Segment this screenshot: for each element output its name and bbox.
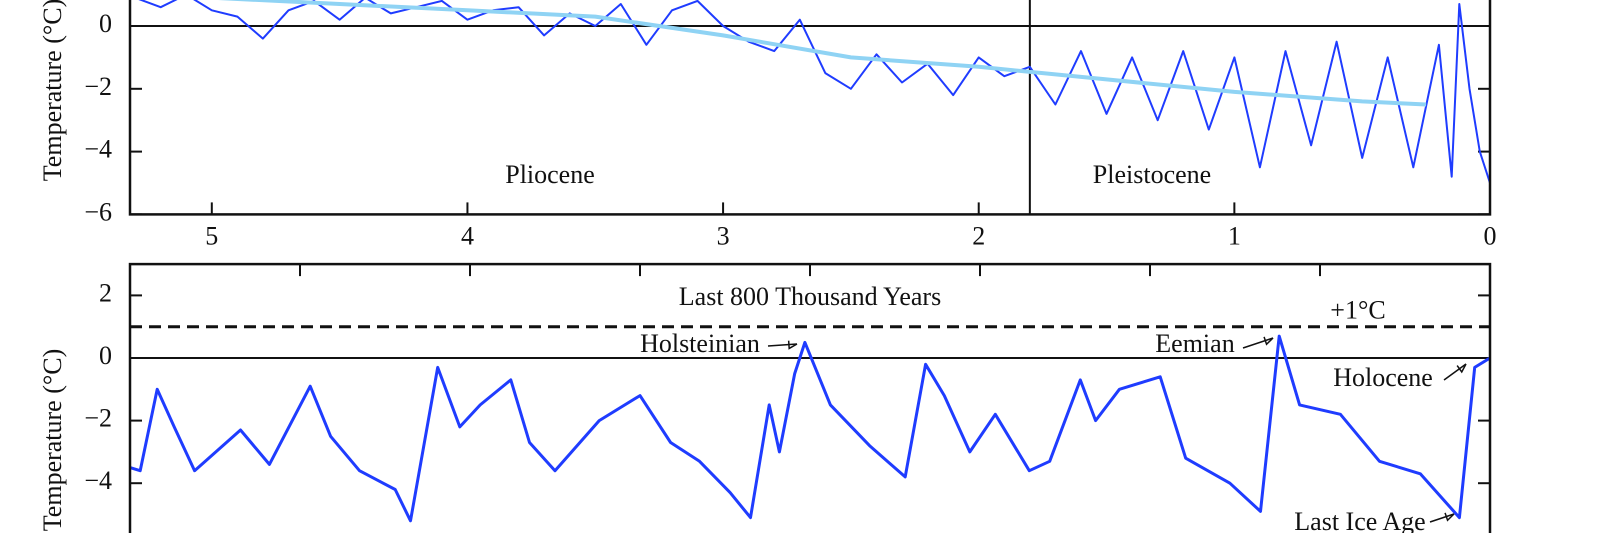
annotation: Pliocene	[505, 160, 595, 189]
annotation: Eemian	[1155, 329, 1234, 358]
plot-frame	[128, 0, 1492, 216]
arrow	[767, 343, 798, 347]
y-tick-label: −4	[84, 135, 112, 164]
arrow-head	[1263, 336, 1274, 346]
y-tick-label: −2	[84, 404, 112, 433]
y-tick-label: −2	[84, 72, 112, 101]
annotation: Last Ice Age	[1294, 507, 1425, 533]
data-line	[138, 0, 1490, 184]
arrow	[1242, 337, 1274, 349]
y-tick-label: 2	[99, 278, 112, 307]
y-axis-label: Temperature (°C)	[38, 0, 67, 181]
y-tick-label: −6	[84, 529, 112, 533]
arrow-head	[1444, 512, 1455, 522]
data-line	[217, 0, 1427, 107]
y-tick-label: −6	[84, 197, 112, 226]
arrow	[1429, 513, 1455, 523]
y-tick-label: −4	[84, 466, 112, 495]
x-tick-label: 1	[1228, 221, 1241, 250]
y-axis-label: Temperature (°C)	[38, 349, 67, 532]
x-tick-label: 4	[461, 221, 474, 250]
x-tick-label: 0	[1484, 221, 1497, 250]
arrow-head	[1456, 363, 1467, 374]
reference-label: +1°C	[1330, 296, 1385, 325]
panel: −6−4−202543210Temperature (°C)PliocenePl…	[38, 0, 1497, 250]
x-tick-label: 2	[972, 221, 985, 250]
annotation: Holsteinian	[640, 329, 760, 358]
y-tick-label: 0	[99, 9, 112, 38]
arrow	[1443, 363, 1467, 381]
panel: −6 −4 −2 0 2 Temperature (°C) Last 800 Thousan…	[38, 262, 1492, 533]
plot-frame	[128, 262, 1492, 533]
x-tick-label: 3	[717, 221, 730, 250]
y-tick-label: 0	[99, 341, 112, 370]
panel-title: Last 800 Thousand Years	[679, 282, 941, 311]
annotation: Holocene	[1333, 363, 1433, 392]
x-tick-label: 5	[205, 221, 218, 250]
data-line	[130, 334, 1490, 523]
annotation: Pleistocene	[1093, 160, 1211, 189]
arrow-head	[787, 340, 798, 350]
